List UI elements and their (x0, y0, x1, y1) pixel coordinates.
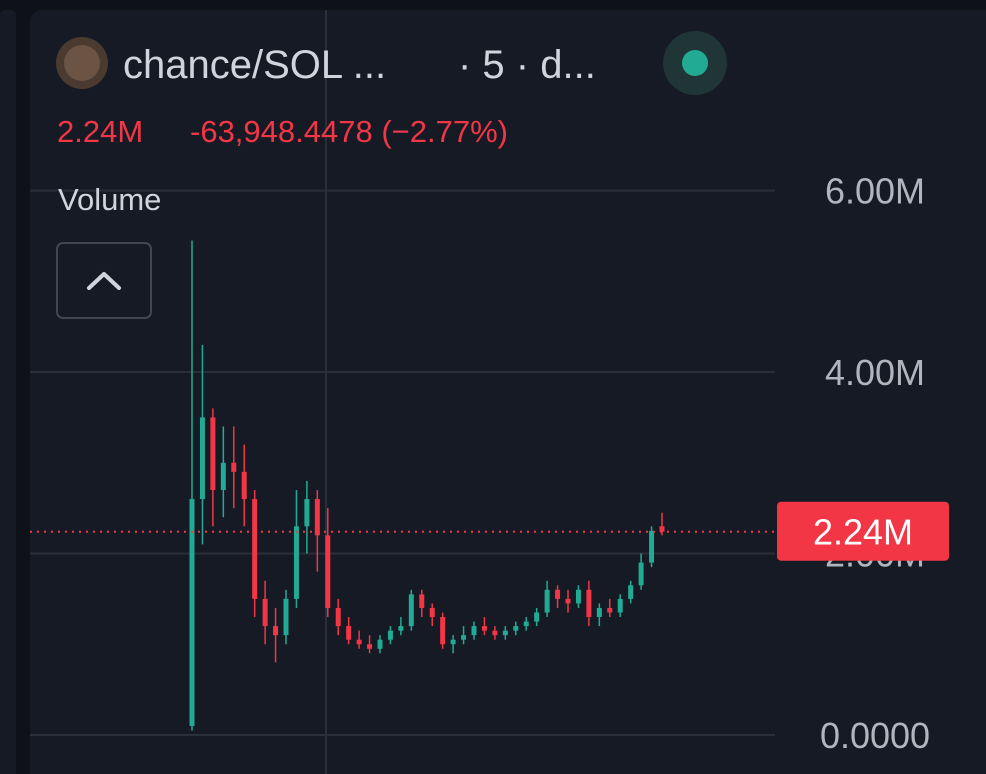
candle-body (440, 617, 446, 645)
y-tick-label: 0.0000 (820, 715, 930, 756)
last-price-tag-label: 2.24M (813, 512, 913, 553)
collapse-button[interactable] (56, 242, 152, 319)
candle-body (649, 530, 655, 563)
candle-body (502, 630, 508, 636)
candle-body (304, 499, 310, 527)
candle-body (596, 607, 602, 618)
candle-body (565, 598, 571, 604)
candle-body (628, 585, 634, 599)
candle-body (346, 626, 352, 640)
candle-body (607, 607, 613, 613)
candle-body (450, 639, 456, 645)
candle-body (555, 589, 561, 599)
interval-label[interactable]: · 5 · d... (458, 43, 596, 87)
candle-body (638, 562, 644, 586)
side-panel (0, 10, 16, 774)
candle-body (398, 626, 404, 631)
candle-body (220, 462, 226, 490)
candle-body (262, 598, 268, 627)
candle-body (471, 626, 477, 636)
candle-body (283, 598, 289, 636)
candle-body (325, 535, 331, 608)
candle-body (356, 639, 362, 645)
candle-body (241, 471, 247, 500)
chart-panel (30, 10, 986, 774)
candle-body (199, 417, 205, 500)
y-tick-label: 6.00M (825, 171, 925, 212)
overlay: 2.24M (30, 501, 949, 561)
candle-body (419, 594, 425, 608)
candle-body (252, 499, 258, 599)
candles (189, 240, 665, 731)
candle-body (377, 639, 383, 649)
candle-body (367, 644, 373, 649)
last-price: 2.24M (57, 114, 143, 149)
token-avatar-inner (64, 45, 100, 81)
chevron-up-icon (87, 272, 121, 290)
y-tick-label: 4.00M (825, 352, 925, 393)
candle-body (544, 589, 550, 613)
candle-body (314, 499, 320, 536)
candle-body (231, 462, 237, 472)
status-dot (682, 50, 708, 76)
candle-body (513, 626, 519, 631)
candle-body (617, 598, 623, 613)
candle-body (523, 621, 529, 627)
candle-body (293, 526, 299, 599)
candle-body (461, 635, 467, 640)
candle-body (273, 626, 279, 636)
price-change: -63,948.4478 (−2.77%) (190, 114, 508, 149)
candle-body (210, 417, 216, 490)
candle-body (481, 626, 487, 631)
indicator-label: Volume (58, 182, 161, 217)
candle-body (534, 612, 540, 622)
last-price-tag (777, 501, 949, 561)
candle-body (408, 594, 414, 627)
candle-body (387, 630, 393, 640)
candle-body (189, 499, 195, 726)
symbol-title[interactable]: chance/SOL ... (123, 43, 386, 87)
candle-body (429, 607, 435, 618)
candle-body (335, 607, 341, 627)
candle-body (659, 526, 665, 532)
candle-body (492, 630, 498, 636)
candle-body (586, 589, 592, 618)
candle-body (575, 589, 581, 604)
